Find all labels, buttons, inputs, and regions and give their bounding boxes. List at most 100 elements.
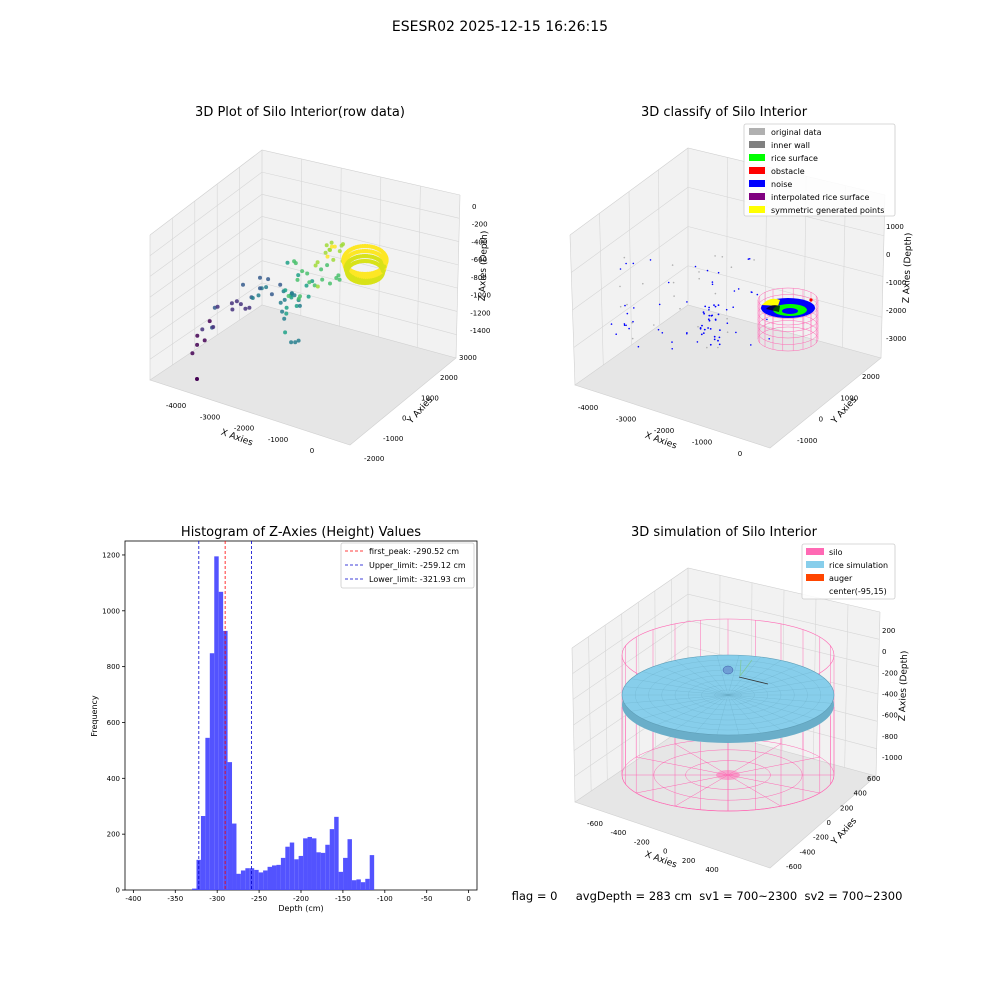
panel1-point: [323, 250, 328, 255]
histogram-y-tick-label: 1000: [102, 607, 120, 615]
panel2-noise-point: [732, 306, 734, 309]
panel4-rice-mesh-spoke: [727, 694, 825, 712]
panel2-noise-point: [623, 324, 626, 327]
panel4-x-tick-label: 0: [663, 848, 667, 856]
panel2-noise-point: [698, 271, 700, 273]
panel1-point: [247, 305, 252, 310]
panel2-noise-point: [671, 341, 673, 343]
histogram-legend: first_peak: -290.52 cm Upper_limit: -259.…: [340, 542, 475, 589]
panel2-noise-point: [679, 307, 681, 310]
panel1-point: [195, 342, 200, 347]
panel2-noise-point: [702, 311, 705, 313]
panel2-x-tick-label: -2000: [654, 427, 674, 435]
panel1-point: [284, 311, 289, 316]
panel4-center-marker: [722, 665, 734, 675]
panel1-point: [229, 301, 234, 306]
panel2-legend-swatch: [749, 180, 765, 187]
panel1-point: [320, 277, 325, 282]
panel2-noise-point: [737, 288, 740, 290]
panel2-noise-point: [707, 318, 710, 321]
panel4-rice-mesh-spoke: [695, 694, 729, 734]
panel1-point: [319, 267, 324, 272]
panel1-point: [256, 293, 261, 298]
panel1-point: [195, 333, 200, 338]
panel2-noise-point: [619, 305, 622, 308]
panel2-noise-point: [733, 290, 736, 292]
panel2-noise-point: [713, 338, 716, 341]
panel1-point: [297, 303, 302, 308]
panel2-y-tick-label: 2000: [862, 373, 880, 381]
panel2-noise-point: [707, 327, 709, 329]
panel1-point: [295, 277, 300, 282]
panel4-center-axis: [739, 659, 742, 677]
panel2-y-tick-label: 1000: [840, 394, 858, 402]
panel1-z-tick-label: -400: [471, 238, 487, 246]
panel1-y-ticks: -2000 -1000 0 1000 2000 3000: [364, 354, 477, 463]
panel2-noise-point: [623, 323, 626, 325]
panel4-z-tick-label: -200: [882, 669, 898, 677]
panel4-legend: silo rice simulation auger center(-95,15): [801, 543, 896, 600]
histogram-bars: [192, 556, 375, 890]
panel2-gridlines: [571, 157, 885, 366]
panel4-rice-mesh-spoke: [642, 671, 729, 696]
histogram-x-ticks: -400 -350 -300 -250 -200 -150 -100 -50 0: [125, 890, 471, 903]
panel1-point: [329, 240, 334, 245]
panel1-y-tick-label: 3000: [459, 354, 477, 362]
panel4-rice-mesh-spoke: [716, 655, 729, 696]
panel4-silo-floor-spoke: [636, 756, 729, 776]
panel2-legend-swatch: [749, 141, 765, 148]
panel2-noise-point: [706, 346, 708, 349]
histogram-y-tick-label: 0: [116, 887, 120, 895]
panel2-gridline: [687, 265, 883, 318]
panel4-auger-line: [738, 676, 769, 685]
panel2-noise-point: [624, 304, 626, 307]
panel2-noise-point: [717, 271, 720, 274]
panel2-noise-point: [726, 331, 729, 334]
panel2-noise-point: [717, 313, 720, 316]
panel4-rice-mesh-spoke: [642, 694, 729, 719]
panel1-point: [266, 277, 271, 282]
panel1-point: [250, 296, 255, 300]
panel1-y-tick-label: -2000: [364, 455, 384, 463]
panel2-noise-point: [709, 343, 712, 346]
panel2-z-tick-label: 1000: [886, 223, 904, 231]
panel1-point: [207, 319, 212, 324]
panel1-y-tick-label: 1000: [421, 394, 439, 402]
panel2-gridline: [573, 265, 689, 348]
panel2-legend-swatch: [749, 154, 765, 161]
panel4-rice-mesh-spoke: [727, 678, 825, 696]
histogram-bar: [329, 829, 335, 890]
panel2-noise-point: [717, 304, 720, 306]
histogram-x-tick-label: -350: [167, 895, 183, 903]
panel2-noise-point: [696, 341, 699, 343]
panel4-y-tick-label: -400: [800, 848, 816, 856]
panel1-gridline: [261, 216, 459, 266]
panel2-noise-point: [661, 332, 664, 334]
panel1-gridline: [149, 260, 263, 339]
panel-classify: 3D classify of Silo Interior -4000-3000-…: [569, 105, 914, 458]
panel1-point: [300, 269, 305, 274]
panel2-axes-box: [569, 147, 886, 449]
panel1-point: [243, 306, 248, 311]
panel4-z-tick-label: -400: [882, 691, 898, 699]
panel2-noise-point: [633, 307, 635, 309]
panel4-y-tick-label: 400: [854, 790, 867, 798]
panel1-point: [258, 286, 262, 291]
panel1-y-tick-label: 0: [402, 415, 406, 423]
panel1-point: [331, 257, 336, 262]
panel2-noise-point: [714, 255, 716, 257]
panel2-legend-entries: original data inner wall rice surface obsta…: [749, 128, 884, 215]
panel1-point: [313, 263, 318, 268]
panel4-x-tick-label: 200: [682, 857, 695, 865]
panel1-point: [324, 243, 329, 248]
panel1-point: [325, 263, 330, 268]
panel1-point: [341, 242, 345, 247]
panel2-noise-point: [623, 256, 626, 259]
panel2-noise-point: [748, 258, 751, 260]
panel1-points: [190, 240, 389, 381]
panel4-rice-mesh-spoke: [727, 694, 832, 704]
panel2-noise-point: [625, 324, 627, 327]
panel2-noise-point: [672, 281, 675, 284]
histogram-bar: [254, 869, 259, 890]
